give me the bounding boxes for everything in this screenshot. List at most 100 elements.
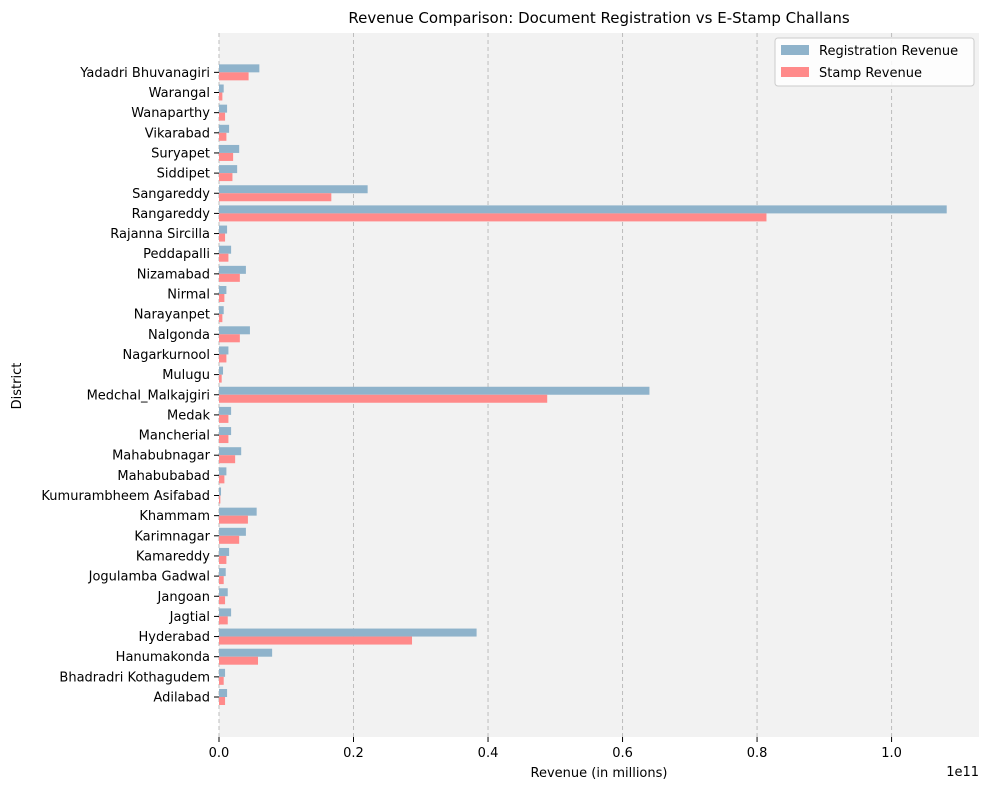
bar-stamp	[219, 616, 228, 625]
bar-stamp	[219, 495, 221, 504]
y-tick-label: Narayanpet	[134, 308, 210, 323]
bar-stamp	[219, 193, 332, 202]
y-tick-label: Medchal_Malkajgiri	[87, 388, 210, 403]
bar-registration	[219, 64, 260, 73]
y-tick-label: Mahabubabad	[117, 469, 210, 484]
bar-registration	[219, 568, 226, 577]
bar-registration	[219, 547, 230, 556]
x-axis: 0.0 0.2 0.4 0.6 0.8 1.0	[209, 737, 902, 761]
bar-registration	[219, 144, 240, 153]
legend-box	[774, 37, 975, 87]
bar-stamp	[219, 152, 234, 161]
bar-stamp	[219, 173, 233, 182]
y-tick-label: Adilabad	[153, 691, 210, 706]
bar-stamp	[219, 354, 227, 363]
x-tick-label: 0.6	[612, 746, 633, 761]
bar-stamp	[219, 515, 248, 524]
bar-registration	[219, 245, 232, 254]
bar-registration	[219, 346, 229, 355]
x-tick-label: 0.2	[343, 746, 364, 761]
y-tick-label: Nizamabad	[137, 267, 210, 282]
y-tick-label: Warangal	[149, 86, 210, 101]
x-tick-label: 1.0	[881, 746, 902, 761]
bar-stamp	[219, 414, 229, 423]
bar-registration	[219, 306, 224, 315]
y-tick-label: Hanumakonda	[116, 650, 210, 665]
bar-registration	[219, 104, 228, 113]
grid-layer	[218, 33, 893, 737]
bar-stamp	[219, 555, 227, 564]
bar-stamp	[219, 697, 226, 705]
bar-registration	[219, 265, 246, 274]
bar-registration	[219, 84, 224, 93]
bar-stamp	[219, 132, 227, 141]
bar-stamp	[219, 435, 229, 444]
y-tick-label: Nalgonda	[148, 328, 210, 343]
bar-stamp	[219, 294, 225, 302]
bar-stamp	[219, 273, 240, 282]
y-axis: Adilabad Bhadradri Kothagudem Hanumakonda H…	[41, 66, 219, 706]
y-tick-label: Karimnagar	[134, 529, 210, 544]
y-tick-label: Yadadri Bhuvanagiri	[79, 66, 210, 81]
bar-stamp	[219, 233, 226, 242]
bar-stamp	[219, 112, 226, 121]
y-tick-label: Vikarabad	[145, 126, 210, 141]
y-tick-label: Jangoan	[157, 590, 210, 605]
y-tick-label: Khammam	[139, 509, 210, 524]
y-tick-label: Jogulamba Gadwal	[88, 570, 210, 585]
bar-stamp	[219, 576, 224, 585]
bar-stamp	[219, 314, 223, 323]
bar-registration	[219, 205, 947, 214]
legend-swatch-registration	[781, 45, 809, 55]
bar-registration	[219, 467, 227, 476]
bar-stamp	[219, 334, 240, 343]
x-axis-offset-text: 1e11	[946, 765, 979, 780]
y-tick-label: Suryapet	[151, 146, 210, 161]
bar-registration	[219, 628, 477, 637]
bar-stamp	[219, 213, 767, 222]
bar-registration	[219, 527, 246, 536]
bar-registration	[219, 668, 226, 677]
bar-stamp	[219, 535, 240, 544]
y-tick-label: Peddapalli	[143, 247, 210, 262]
bar-registration	[219, 165, 238, 174]
bars-layer	[219, 64, 947, 705]
bar-registration	[219, 507, 257, 516]
x-axis-title: Revenue (in millions)	[531, 766, 668, 781]
y-tick-label: Sangareddy	[132, 187, 210, 202]
bar-stamp	[219, 394, 548, 403]
x-tick-label: 0.4	[478, 746, 499, 761]
bar-stamp	[219, 72, 249, 81]
bar-stamp	[219, 636, 413, 645]
y-tick-label: Kamareddy	[136, 549, 210, 564]
bar-registration	[219, 326, 250, 335]
y-tick-label: Mancherial	[139, 429, 210, 444]
bar-registration	[219, 487, 222, 496]
bar-registration	[219, 225, 228, 234]
x-tick-label: 0.0	[209, 746, 230, 761]
x-tick-label: 0.8	[747, 746, 768, 761]
bar-registration	[219, 185, 368, 194]
legend-label-registration: Registration Revenue	[819, 44, 958, 59]
bar-registration	[219, 427, 232, 436]
y-tick-label: Medak	[167, 408, 210, 423]
bar-registration	[219, 286, 227, 294]
bar-registration	[219, 608, 232, 617]
bar-registration	[219, 588, 228, 597]
bar-registration	[219, 124, 230, 133]
bar-registration	[219, 366, 224, 375]
y-tick-label: Rajanna Sircilla	[110, 227, 210, 242]
bar-registration	[219, 447, 242, 456]
y-tick-label: Kumurambheem Asifabad	[41, 489, 210, 504]
y-tick-label: Nagarkurnool	[123, 348, 211, 363]
y-tick-label: Siddipet	[157, 167, 210, 182]
y-tick-label: Jagtial	[169, 610, 210, 625]
legend: Registration Revenue Stamp Revenue	[774, 37, 975, 87]
bar-stamp	[219, 455, 236, 464]
y-axis-title: District	[10, 363, 25, 410]
bar-stamp	[219, 374, 222, 383]
bar-stamp	[219, 253, 229, 262]
y-tick-label: Rangareddy	[132, 207, 211, 222]
plot-background	[219, 33, 979, 737]
